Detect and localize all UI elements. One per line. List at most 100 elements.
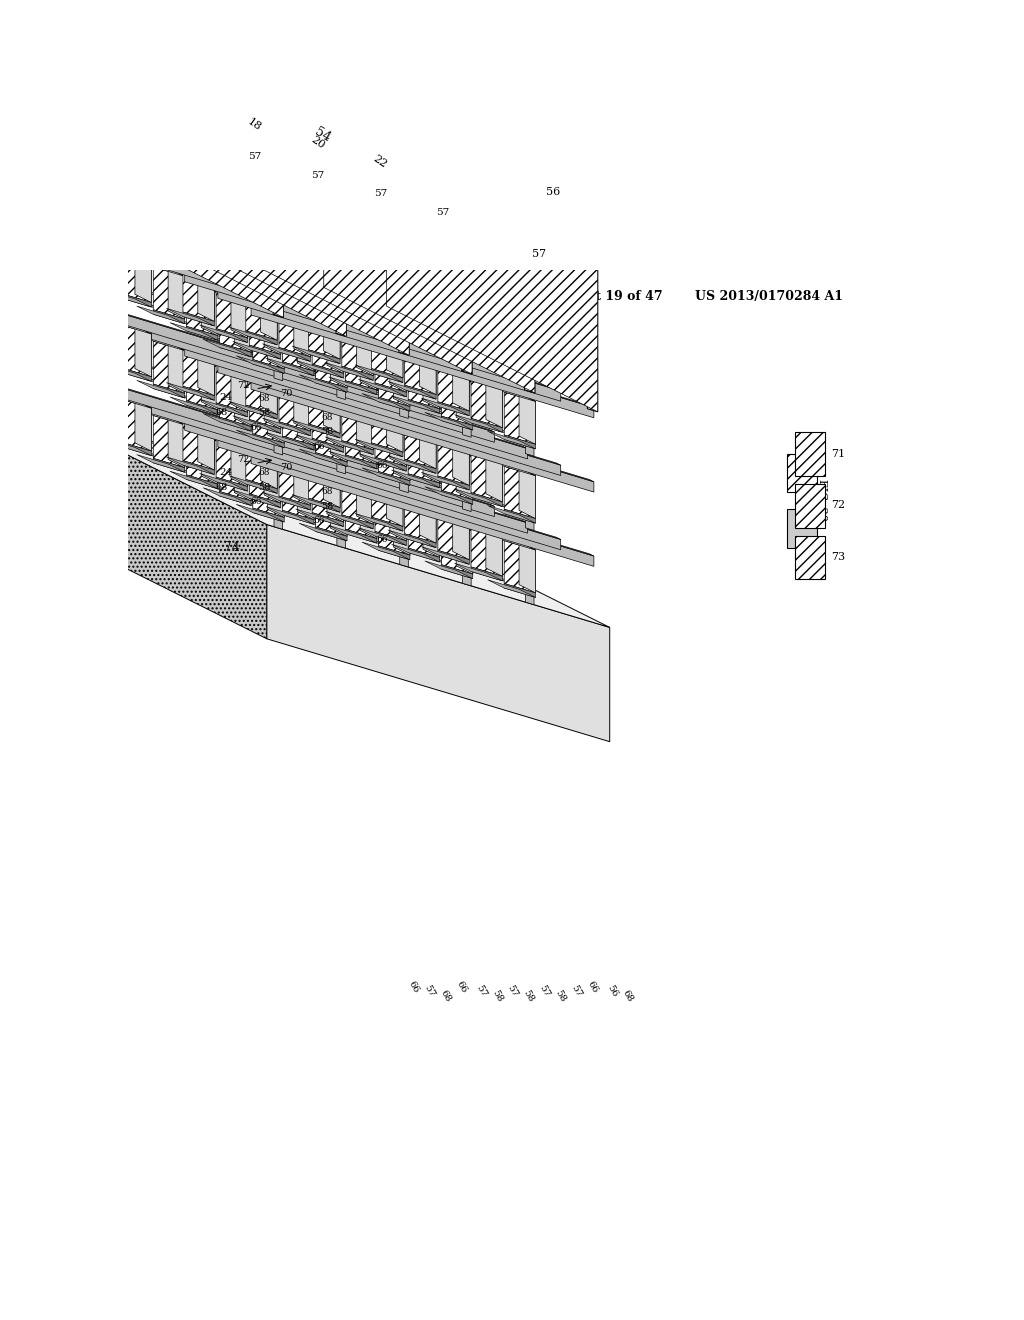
Text: 24: 24 [220,467,232,477]
Polygon shape [246,331,278,345]
Polygon shape [379,471,410,486]
Polygon shape [409,356,439,409]
Polygon shape [264,304,281,355]
Polygon shape [183,312,214,326]
Polygon shape [375,532,407,545]
Polygon shape [234,301,251,352]
Polygon shape [218,288,561,401]
Text: Jul. 4, 2013: Jul. 4, 2013 [458,289,539,302]
Polygon shape [198,90,410,355]
Polygon shape [216,329,248,343]
Polygon shape [261,108,472,374]
Polygon shape [326,463,374,482]
Text: 66: 66 [586,979,599,995]
Polygon shape [274,442,283,455]
Polygon shape [441,521,473,574]
Text: 66: 66 [251,348,262,358]
Polygon shape [404,385,436,399]
Polygon shape [186,401,218,414]
Polygon shape [200,351,248,370]
Polygon shape [519,467,536,519]
Polygon shape [170,424,218,441]
Text: 66: 66 [240,301,256,313]
Text: 56: 56 [547,186,561,197]
Text: 58: 58 [321,428,333,437]
Polygon shape [203,366,251,384]
Polygon shape [279,422,310,436]
Polygon shape [361,393,410,412]
Polygon shape [425,364,473,383]
Polygon shape [283,436,314,450]
Text: 68: 68 [322,338,333,347]
Polygon shape [345,338,377,391]
Polygon shape [324,128,535,393]
Polygon shape [375,383,407,397]
Polygon shape [487,532,536,550]
Polygon shape [420,343,436,395]
Polygon shape [154,458,184,473]
Polygon shape [229,475,278,494]
Polygon shape [375,457,407,471]
Polygon shape [441,565,473,578]
Polygon shape [232,342,281,359]
Polygon shape [188,375,409,482]
Polygon shape [103,438,152,455]
Polygon shape [229,354,278,372]
Polygon shape [457,449,473,500]
Polygon shape [252,467,471,576]
Polygon shape [186,475,218,488]
Polygon shape [299,401,347,420]
Text: 70: 70 [281,463,293,473]
Polygon shape [170,350,218,367]
Polygon shape [438,507,469,560]
Polygon shape [216,360,248,412]
Polygon shape [200,399,248,417]
Polygon shape [372,444,402,457]
Polygon shape [379,354,410,407]
Text: 68: 68 [216,334,228,343]
Polygon shape [246,405,278,420]
Polygon shape [147,401,495,507]
Polygon shape [386,327,402,378]
Text: 68: 68 [322,413,333,421]
Polygon shape [219,343,251,356]
Polygon shape [441,416,473,430]
Polygon shape [292,420,340,438]
Polygon shape [136,454,184,473]
Polygon shape [219,491,251,506]
Text: 57: 57 [474,983,488,999]
Polygon shape [266,507,314,524]
Polygon shape [154,384,184,399]
Polygon shape [234,375,251,426]
Polygon shape [308,455,340,508]
Polygon shape [337,535,345,548]
Polygon shape [471,450,503,502]
Polygon shape [166,261,214,279]
Polygon shape [487,506,536,523]
Polygon shape [485,376,503,428]
Polygon shape [331,486,347,536]
Polygon shape [186,326,218,341]
Text: 66: 66 [313,516,325,525]
Polygon shape [588,248,598,412]
Polygon shape [296,510,344,527]
Polygon shape [213,286,561,391]
Polygon shape [336,173,346,337]
Polygon shape [455,441,503,459]
Polygon shape [267,466,285,517]
Text: Patent Application Publication: Patent Application Publication [200,289,415,302]
Polygon shape [246,288,278,341]
Bar [795,536,824,579]
Polygon shape [329,404,377,421]
Polygon shape [345,529,377,544]
Polygon shape [114,384,461,490]
Polygon shape [262,371,310,388]
Polygon shape [393,504,410,556]
Polygon shape [147,327,495,432]
Polygon shape [356,399,374,450]
Polygon shape [184,346,527,459]
Polygon shape [361,467,410,486]
Bar [786,510,817,548]
Polygon shape [103,242,152,260]
Polygon shape [421,546,469,565]
